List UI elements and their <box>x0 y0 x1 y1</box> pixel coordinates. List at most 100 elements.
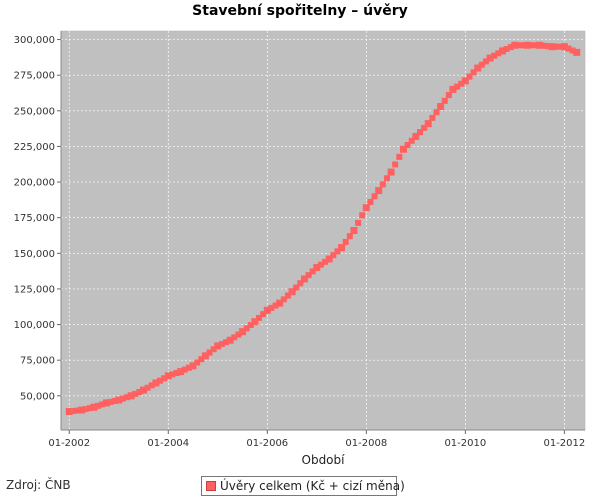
series-marker <box>95 402 102 409</box>
data-point <box>573 48 581 56</box>
series-marker <box>231 334 238 341</box>
series-marker <box>185 364 192 371</box>
data-point <box>325 255 333 263</box>
data-point <box>164 372 172 380</box>
series-marker <box>553 43 560 50</box>
series-marker <box>383 175 390 182</box>
series-marker <box>284 292 291 299</box>
series-marker <box>429 114 436 121</box>
series-marker <box>515 42 522 49</box>
data-point <box>65 407 73 415</box>
series-marker <box>169 371 176 378</box>
series-marker <box>416 129 423 136</box>
series-marker <box>520 42 527 49</box>
series-marker <box>260 311 267 318</box>
series-marker <box>441 97 448 104</box>
source-note: Zdroj: ČNB <box>6 478 71 492</box>
y-tick-label: 275,000 <box>14 71 55 82</box>
series-marker <box>243 325 250 332</box>
series-marker <box>107 398 114 405</box>
series-marker <box>433 109 440 116</box>
series-marker <box>466 73 473 80</box>
series-marker <box>86 405 93 412</box>
series-marker <box>528 42 535 49</box>
series-marker <box>82 406 89 413</box>
y-tick-label: 125,000 <box>14 284 55 295</box>
series-marker <box>503 46 510 53</box>
series-marker <box>247 322 254 329</box>
data-point <box>90 403 98 411</box>
y-tick-label: 225,000 <box>14 142 55 153</box>
data-point <box>399 145 407 153</box>
series-marker <box>268 304 275 311</box>
series-marker <box>532 42 539 49</box>
data-point <box>288 288 296 296</box>
series-layer <box>65 41 581 415</box>
series-marker <box>119 395 126 402</box>
series-marker <box>342 238 349 245</box>
data-point <box>511 41 519 49</box>
series-marker <box>144 384 151 391</box>
x-tick-label: 01-2002 <box>48 438 90 449</box>
data-point <box>251 318 259 326</box>
series-marker <box>569 47 576 54</box>
data-point <box>560 43 568 51</box>
data-point <box>424 120 432 128</box>
series-marker <box>256 314 263 321</box>
series-marker <box>458 80 465 87</box>
x-tick-label: 01-2008 <box>345 438 387 449</box>
x-tick-label: 01-2006 <box>246 438 288 449</box>
y-tick-label: 300,000 <box>14 35 55 46</box>
series-marker <box>495 50 502 57</box>
series-marker <box>330 252 337 259</box>
data-point <box>313 264 321 272</box>
data-point <box>177 368 185 376</box>
series-marker <box>157 377 164 384</box>
series-marker <box>173 370 180 376</box>
series-marker <box>445 92 452 99</box>
data-point <box>152 379 160 387</box>
series-marker <box>346 233 353 240</box>
data-point <box>201 352 209 360</box>
plot-area <box>60 30 586 431</box>
data-point <box>362 204 370 212</box>
series-marker <box>235 331 242 338</box>
data-point <box>449 85 457 93</box>
data-point <box>498 47 506 55</box>
series-marker <box>404 142 411 148</box>
series-marker <box>478 61 485 68</box>
series-marker <box>218 341 225 348</box>
series-marker <box>194 359 201 366</box>
y-tick-label: 200,000 <box>14 178 55 189</box>
x-tick-label: 01-2004 <box>147 438 189 449</box>
y-tick-label: 50,000 <box>20 391 55 402</box>
x-tick-label: 01-2010 <box>444 438 486 449</box>
data-point <box>486 54 494 62</box>
data-point <box>300 275 308 283</box>
data-point <box>437 103 445 111</box>
y-tick-label: 150,000 <box>14 249 55 260</box>
data-point <box>263 306 271 314</box>
data-point <box>189 362 197 370</box>
series-marker <box>297 280 304 287</box>
legend: Úvěry celkem (Kč + cizí měna) <box>201 476 405 496</box>
axes: 50,000 75,000 100,000 125,000 150,000 175,000… <box>14 31 585 449</box>
data-point <box>78 406 86 414</box>
data-point <box>214 342 222 350</box>
series-marker <box>544 43 551 50</box>
series-marker <box>359 212 366 219</box>
series-marker <box>482 58 489 65</box>
series-marker <box>379 181 386 188</box>
data-point <box>276 299 284 307</box>
series-marker <box>396 153 403 160</box>
series-marker <box>305 272 312 279</box>
series-marker <box>293 284 300 291</box>
y-tick-label: 100,000 <box>14 320 55 331</box>
series-marker <box>206 349 213 356</box>
data-point <box>548 43 556 51</box>
y-tick-label: 75,000 <box>20 356 55 367</box>
series-marker <box>470 69 477 76</box>
data-point <box>350 227 358 234</box>
data-point <box>523 41 531 49</box>
